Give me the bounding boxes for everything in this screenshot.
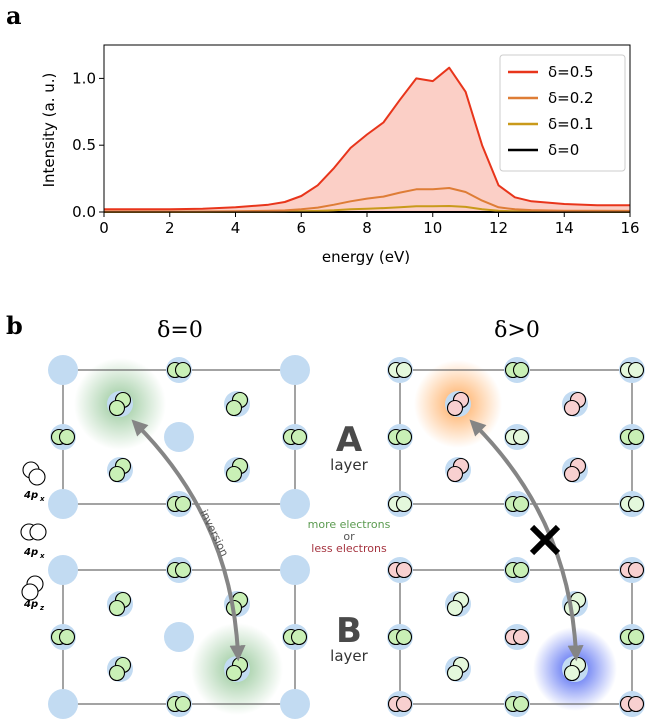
x-tick-label: 10 <box>423 219 442 237</box>
orbital-px <box>619 628 645 646</box>
orbital-px <box>504 695 530 713</box>
orbital-px <box>166 361 192 379</box>
x-tick-label: 8 <box>362 219 372 237</box>
orbital-px <box>387 561 413 579</box>
layer-b-letter: B <box>336 611 362 651</box>
note-or: or <box>343 530 355 543</box>
orbital-tilted <box>446 391 470 417</box>
empty-site <box>164 622 194 652</box>
orbital-px <box>619 695 645 713</box>
legend-entry-0: δ=0.5 <box>548 63 594 81</box>
orbital-tilted <box>108 391 132 417</box>
orbital-px <box>50 428 76 446</box>
spectrum-chart: 0 2 4 6 8 10 12 14 16 0.0 0.5 1.0 δ=0.5 δ=0.2 δ=0.1 δ=0 <box>72 44 640 237</box>
x-tick-label: 16 <box>620 219 639 237</box>
x-axis-label: energy (eV) <box>322 248 410 266</box>
svg-text:x: x <box>39 552 45 560</box>
orbital-px <box>619 561 645 579</box>
orbital-px <box>619 361 645 379</box>
right-header: δ>0 <box>494 318 540 343</box>
y-tick-label: 0.5 <box>72 136 96 154</box>
orbital-4px-icon <box>20 523 47 541</box>
orbital-label-2: 4p z <box>23 599 45 612</box>
empty-site <box>48 355 78 385</box>
legend-box <box>499 54 626 172</box>
empty-site <box>280 489 310 519</box>
orbital-px <box>504 628 530 646</box>
inversion-label: inversion <box>197 508 231 559</box>
orbital-label-1: 4p x <box>23 547 45 560</box>
orbital-tilted <box>108 591 132 617</box>
cross-icon <box>529 524 561 556</box>
series-line-1 <box>104 187 631 213</box>
orbital-4px-icon <box>22 461 46 486</box>
orbital-tilted <box>225 391 249 417</box>
legend-entry-3: δ=0 <box>548 141 579 159</box>
broken-inversion-arrow <box>469 419 584 662</box>
orbital-px <box>282 628 308 646</box>
orbital-label-0: 4p x <box>23 490 45 503</box>
orbital-px <box>504 561 530 579</box>
empty-site <box>280 555 310 585</box>
empty-site <box>280 355 310 385</box>
note-less-electrons: less electrons <box>311 542 387 555</box>
legend-entry-2: δ=0.1 <box>548 115 594 133</box>
empty-site <box>48 555 78 585</box>
svg-text:z: z <box>39 604 45 612</box>
series-fill-0 <box>104 67 630 212</box>
orbital-px <box>387 628 413 646</box>
empty-site <box>280 689 310 719</box>
orbital-tilted <box>563 391 587 417</box>
y-tick-label: 0.0 <box>72 203 96 221</box>
orbital-tilted <box>108 457 132 483</box>
svg-text:x: x <box>39 495 45 503</box>
series-line-0 <box>104 66 630 211</box>
orbital-px <box>504 495 530 513</box>
empty-site <box>164 422 194 452</box>
orbital-tilted <box>446 656 470 682</box>
x-tick-label: 6 <box>296 219 306 237</box>
panel-b-letter: b <box>6 311 23 340</box>
x-tick-label: 0 <box>99 219 109 237</box>
layer-a-letter: A <box>336 420 363 460</box>
orbital-px <box>619 495 645 513</box>
y-axis-label: Intensity (a. u.) <box>40 73 58 188</box>
orbital-px <box>166 695 192 713</box>
orbital-px <box>387 495 413 513</box>
note-more-electrons: more electrons <box>308 518 391 531</box>
orbital-px <box>387 361 413 379</box>
orbital-px <box>387 695 413 713</box>
svg-text:4p: 4p <box>23 547 38 558</box>
orbital-px <box>504 428 530 446</box>
empty-site <box>48 489 78 519</box>
svg-text:4p: 4p <box>23 599 38 610</box>
orbital-px <box>166 495 192 513</box>
orbital-tilted <box>446 457 470 483</box>
orbital-px <box>166 561 192 579</box>
orbital-px <box>387 428 413 446</box>
x-tick-label: 4 <box>231 219 241 237</box>
orbital-px <box>282 428 308 446</box>
layer-b-word: layer <box>330 647 368 665</box>
layer-a-word: layer <box>330 456 368 474</box>
panel-a-letter: a <box>6 1 22 30</box>
lattice-diagram <box>20 355 645 719</box>
x-tick-label: 12 <box>489 219 508 237</box>
y-tick-label: 1.0 <box>72 69 96 87</box>
empty-site <box>48 689 78 719</box>
orbital-tilted <box>446 591 470 617</box>
orbital-px <box>504 361 530 379</box>
svg-text:4p: 4p <box>23 490 38 501</box>
x-tick-label: 14 <box>555 219 574 237</box>
orbital-px <box>619 428 645 446</box>
orbital-tilted <box>108 656 132 682</box>
left-header: δ=0 <box>157 318 203 343</box>
legend-entry-1: δ=0.2 <box>548 89 594 107</box>
orbital-4pz-icon <box>21 575 44 601</box>
orbital-px <box>50 628 76 646</box>
x-tick-label: 2 <box>165 219 175 237</box>
inversion-arrow <box>131 419 246 662</box>
